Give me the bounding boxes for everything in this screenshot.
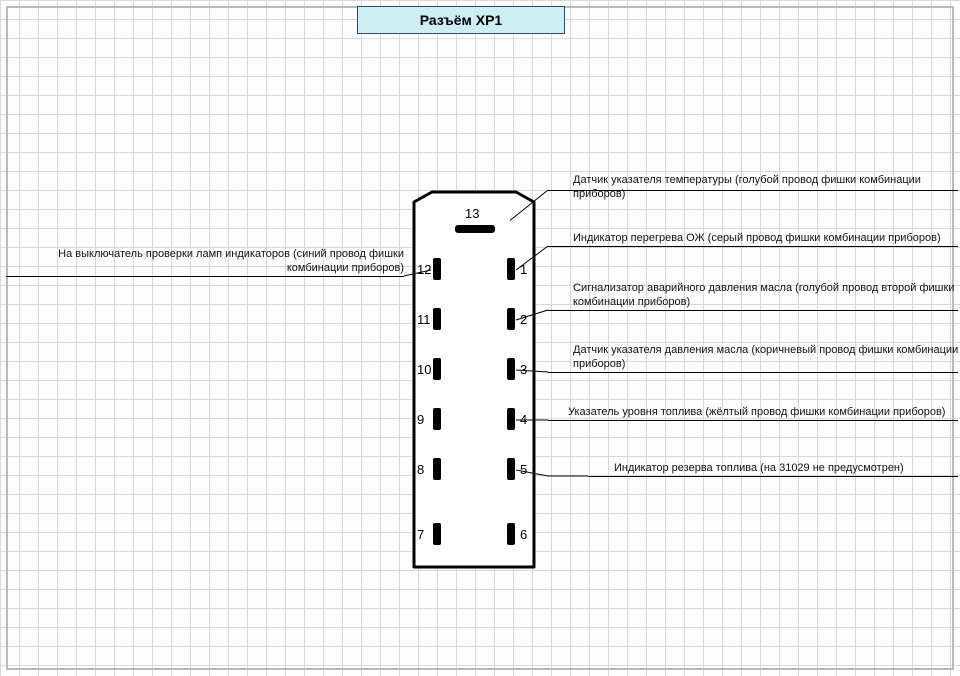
svg-text:8: 8 — [417, 462, 424, 477]
callout-oil-pressure: Датчик указателя давления масла (коричне… — [573, 344, 959, 372]
svg-text:11: 11 — [417, 312, 431, 327]
svg-text:2: 2 — [520, 312, 527, 327]
callout-fuel-level: Указатель уровня топлива (жёлтый провод … — [568, 406, 958, 420]
callout-underline-oil-alarm — [548, 310, 958, 311]
callout-oil-alarm: Сигнализатор аварийного давления масла (… — [573, 282, 959, 310]
connector-shape: 13121112103948576 — [414, 192, 534, 567]
callout-overheat-ind: Индикатор перегрева ОЖ (серый провод фиш… — [573, 232, 959, 246]
callout-underline-lamp-check — [6, 276, 404, 277]
svg-text:6: 6 — [520, 527, 527, 542]
svg-text:12: 12 — [417, 262, 431, 277]
callout-underline-temp-sensor — [548, 190, 958, 191]
callout-fuel-reserve: Индикатор резерва топлива (на 31029 не п… — [614, 462, 958, 476]
svg-text:5: 5 — [520, 462, 527, 477]
diagram-svg: 13121112103948576 — [0, 0, 960, 676]
svg-text:10: 10 — [417, 362, 431, 377]
callout-underline-overheat-ind — [548, 246, 958, 247]
callout-underline-fuel-reserve — [588, 476, 958, 477]
svg-text:3: 3 — [520, 362, 527, 377]
callout-underline-oil-pressure — [548, 372, 958, 373]
callout-lamp-check: На выключатель проверки ламп индикаторов… — [6, 248, 404, 276]
callout-temp-sensor: Датчик указателя температуры (голубой пр… — [573, 174, 959, 202]
svg-text:9: 9 — [417, 412, 424, 427]
svg-text:13: 13 — [465, 206, 479, 221]
callout-underline-fuel-level — [548, 420, 958, 421]
svg-text:7: 7 — [417, 527, 424, 542]
